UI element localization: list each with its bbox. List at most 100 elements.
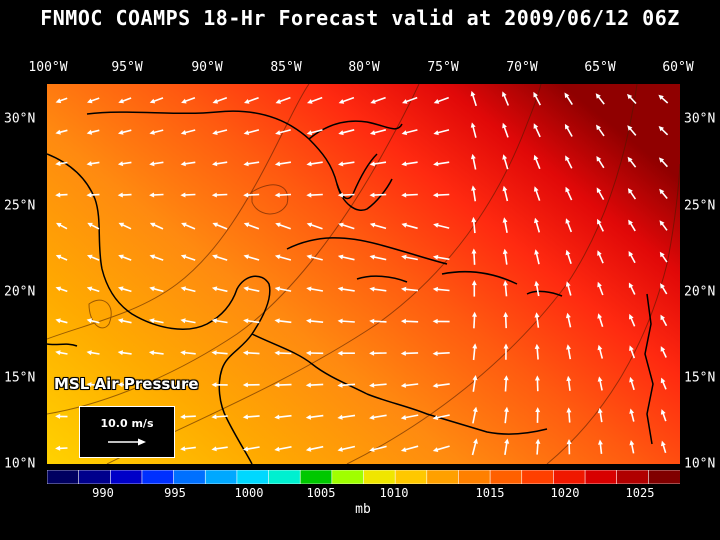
- wind-vector: [340, 129, 355, 134]
- wind-vector-head: [598, 439, 603, 445]
- wind-vector-head: [55, 382, 61, 387]
- lon-label: 65°W: [584, 60, 616, 75]
- wind-vector-head: [243, 161, 249, 167]
- wind-vector-head: [597, 344, 603, 351]
- wind-vector-head: [55, 192, 61, 198]
- wind-vector-head: [432, 318, 438, 324]
- colorbar-swatch: [47, 470, 80, 484]
- wind-vector: [277, 446, 292, 451]
- wind-vector: [372, 161, 387, 165]
- pressure-field: [47, 84, 680, 464]
- wind-vector-head: [627, 156, 633, 163]
- wind-vector: [372, 96, 386, 103]
- wind-vector-head: [596, 156, 602, 162]
- wind-vector: [503, 220, 508, 233]
- wind-vector: [435, 288, 450, 292]
- lat-label: 25°N: [684, 198, 716, 214]
- wind-vector-head: [566, 344, 571, 350]
- wind-vector-head: [86, 350, 92, 356]
- wind-vector-head: [180, 446, 186, 452]
- wind-vector: [214, 415, 228, 418]
- wind-vector-head: [117, 382, 123, 388]
- wind-vector: [340, 223, 355, 230]
- lon-label: 90°W: [191, 60, 223, 75]
- wind-vector: [535, 220, 541, 233]
- wind-vector: [309, 129, 323, 134]
- wind-vector-head: [534, 217, 539, 224]
- wind-vector-head: [566, 375, 572, 382]
- wind-vector-head: [596, 124, 601, 131]
- wind-vector-head: [597, 407, 603, 414]
- wind-vector-head: [596, 187, 602, 193]
- wind-vector-head: [338, 130, 344, 136]
- wind-vector: [277, 129, 291, 134]
- wind-vector-head: [338, 161, 344, 167]
- lat-label: 10°N: [684, 456, 716, 472]
- wind-vector: [308, 287, 324, 292]
- wind-vector-head: [533, 154, 539, 161]
- wind-vector-head: [629, 376, 634, 383]
- wind-vector-head: [117, 161, 124, 167]
- wind-vector-head: [118, 286, 124, 292]
- wind-vector-head: [535, 407, 541, 413]
- wind-vector: [246, 129, 260, 134]
- wind-vector-head: [471, 280, 477, 286]
- wind-vector: [372, 193, 387, 196]
- wind-vector-head: [400, 447, 407, 452]
- colorbar-tick-label: 990: [92, 486, 114, 500]
- wind-vector-head: [212, 130, 218, 135]
- wind-vector-head: [502, 185, 508, 192]
- pressure-wind-map: [47, 84, 680, 464]
- wind-vector-head: [306, 130, 313, 136]
- wind-vector-head: [148, 350, 155, 356]
- wind-vector: [403, 256, 418, 261]
- wind-vector: [473, 314, 476, 329]
- wind-vector-head: [658, 157, 665, 163]
- wind-vector-head: [306, 222, 313, 228]
- colorbar-tick-label: 1010: [379, 486, 409, 500]
- colorbar-swatch: [553, 470, 586, 484]
- wind-vector: [245, 319, 260, 324]
- wind-vector-head: [244, 99, 250, 104]
- wind-vector: [277, 383, 292, 386]
- colorbar-swatch: [268, 470, 302, 484]
- wind-vector-head: [369, 414, 375, 420]
- wind-vector: [277, 161, 292, 165]
- wind-vector-head: [628, 282, 634, 288]
- wind-vector: [308, 320, 324, 323]
- wind-vector: [277, 352, 292, 355]
- colorbar-swatch: [458, 470, 491, 484]
- wind-vector-head: [432, 383, 438, 388]
- wind-vector-head: [565, 218, 571, 224]
- wind-vector-head: [55, 286, 62, 292]
- wind-vector-head: [274, 446, 280, 452]
- wind-vector-head: [432, 192, 439, 198]
- wind-vector: [214, 223, 228, 230]
- wind-vector: [183, 319, 196, 324]
- wind-vector-head: [534, 343, 540, 349]
- wind-vector-head: [432, 447, 439, 452]
- colorbar-swatch: [363, 470, 396, 484]
- wind-vector-head: [661, 440, 666, 447]
- wind-vector-head: [400, 415, 407, 420]
- wind-vector: [183, 446, 196, 450]
- wind-vector-head: [274, 414, 280, 420]
- wind-vector-head: [56, 222, 62, 228]
- wind-vector: [183, 351, 196, 355]
- wind-vector-head: [149, 161, 155, 167]
- wind-vector-head: [503, 375, 509, 381]
- wind-vector-head: [566, 407, 572, 413]
- wind-vector-head: [432, 254, 439, 260]
- wind-vector-head: [659, 251, 665, 258]
- wind-vector-head: [401, 161, 407, 167]
- wind-vector-head: [275, 99, 281, 104]
- wind-vector-head: [369, 382, 375, 388]
- lat-label: 15°N: [684, 370, 716, 386]
- wind-vector: [403, 352, 419, 355]
- wind-vector-head: [471, 248, 477, 254]
- wind-vector-head: [629, 408, 635, 414]
- wind-vector-head: [338, 99, 345, 104]
- wind-vector-head: [472, 311, 477, 317]
- wind-vector-head: [243, 286, 249, 292]
- wind-vector: [246, 223, 260, 230]
